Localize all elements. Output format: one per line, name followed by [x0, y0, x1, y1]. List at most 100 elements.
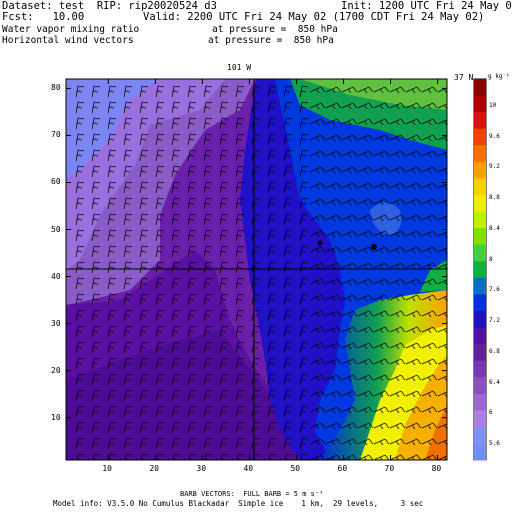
wind-barb	[75, 357, 85, 370]
wind-barb	[203, 85, 213, 98]
wind-barb	[283, 181, 293, 194]
wind-barb	[299, 437, 309, 450]
wind-barb	[235, 261, 245, 274]
wind-barb	[219, 101, 229, 114]
wind-barb	[219, 341, 229, 354]
wind-barb	[325, 278, 342, 286]
wind-barb	[219, 309, 229, 322]
wind-barb	[171, 133, 181, 146]
wind-barb	[251, 165, 261, 178]
wind-barb	[235, 421, 245, 434]
wind-barb	[156, 453, 165, 460]
wind-barb	[75, 341, 85, 354]
wind-barb	[187, 293, 197, 306]
wind-barb	[187, 437, 197, 450]
wind-barb	[283, 277, 293, 290]
wind-barb	[187, 149, 197, 162]
wind-barb	[187, 85, 197, 98]
wind-barb	[373, 422, 390, 430]
wind-barb	[405, 342, 422, 350]
wind-barb	[219, 213, 229, 226]
wind-barb	[437, 391, 447, 398]
wind-barb	[267, 405, 277, 418]
wind-barb	[405, 230, 422, 238]
wind-barb	[373, 438, 390, 446]
colorbar-swatch	[474, 443, 486, 461]
wind-barb	[267, 357, 277, 370]
wind-barb	[373, 310, 390, 318]
colorbar-label: 6	[489, 409, 493, 417]
wind-barb	[251, 293, 261, 306]
wind-barb	[139, 101, 149, 114]
wind-barb	[91, 309, 101, 322]
wind-barb	[171, 229, 181, 242]
wind-barb	[107, 229, 117, 242]
valid-time: Valid: 2200 UTC Fri 24 May 02 (1700 CDT …	[143, 11, 485, 23]
wind-barb	[107, 293, 117, 306]
wind-barb	[309, 86, 326, 94]
y-tick-label: 60	[51, 177, 61, 187]
wind-barb	[75, 181, 85, 194]
wind-barb	[75, 405, 85, 418]
wind-barb	[341, 134, 358, 142]
wind-barb	[405, 246, 422, 254]
wind-barb	[283, 133, 293, 146]
x-tick-label: 50	[290, 464, 301, 473]
wind-barb	[187, 261, 197, 274]
wind-barb	[389, 102, 406, 110]
wind-barb	[284, 453, 293, 460]
wind-barb	[219, 229, 229, 242]
wind-barb	[405, 118, 422, 126]
colorbar-swatch	[474, 79, 486, 97]
wind-barb	[251, 325, 261, 338]
wind-barb	[75, 85, 85, 98]
wind-barb	[203, 181, 213, 194]
wind-barb	[437, 119, 447, 126]
wind-barb	[389, 310, 406, 318]
wind-barb	[203, 293, 213, 306]
wind-barb	[155, 405, 165, 418]
wind-barb	[235, 85, 245, 98]
wind-barb	[389, 342, 406, 350]
wind-barb	[203, 245, 213, 258]
wind-barb	[325, 166, 342, 174]
wind-barb	[437, 231, 447, 238]
wind-barb	[267, 389, 277, 402]
wind-barb	[107, 101, 117, 114]
wind-barb	[267, 165, 277, 178]
wind-barb	[405, 438, 422, 446]
wind-barb	[91, 405, 101, 418]
wind-barb	[139, 421, 149, 434]
wind-barb	[139, 309, 149, 322]
wind-barb	[171, 101, 181, 114]
wind-barb	[283, 101, 293, 114]
wind-barb	[235, 149, 245, 162]
y-tick-label: 80	[51, 83, 61, 93]
wind-barb	[309, 406, 326, 414]
wind-barb	[187, 181, 197, 194]
colorbar-swatch	[474, 161, 486, 179]
wind-barb	[373, 374, 390, 382]
wind-barb	[171, 357, 181, 370]
wind-barb	[341, 118, 358, 126]
wind-barb	[75, 309, 85, 322]
wind-barb	[203, 149, 213, 162]
wind-barb	[107, 133, 117, 146]
wind-barb	[75, 325, 85, 338]
wind-barb	[299, 181, 309, 194]
wind-barb	[325, 262, 342, 270]
wind-barb	[235, 133, 245, 146]
wind-barb	[405, 198, 422, 206]
wind-barb	[76, 453, 85, 460]
wind-barb	[108, 453, 117, 460]
wind-barb	[187, 229, 197, 242]
wind-barb	[171, 325, 181, 338]
wind-barb	[299, 245, 309, 258]
wind-barb	[203, 101, 213, 114]
wind-barb	[155, 277, 165, 290]
wind-barb	[107, 245, 117, 258]
wind-barb	[325, 86, 342, 94]
colorbar-swatch	[474, 194, 486, 213]
wind-barb	[139, 357, 149, 370]
forecast-hour: Fcst: 10.00	[2, 11, 85, 23]
